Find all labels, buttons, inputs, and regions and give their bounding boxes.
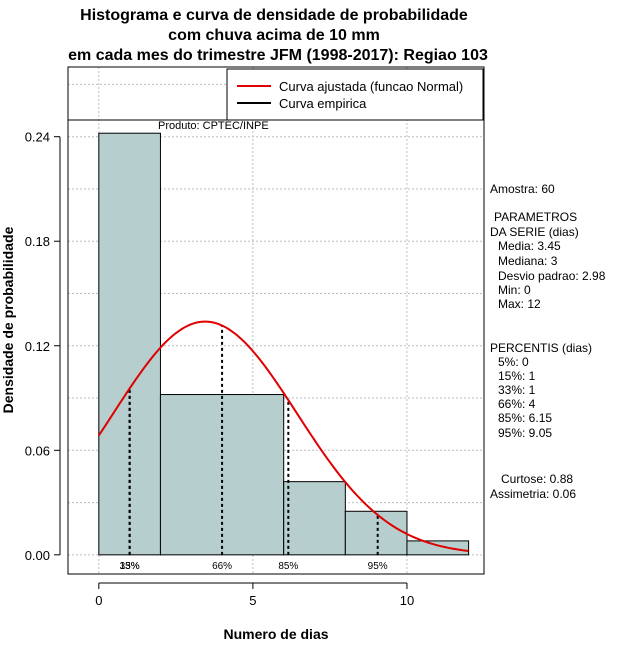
stats-line-12: 66%: 4 — [498, 397, 536, 411]
histogram-bar-2 — [283, 481, 346, 556]
histogram-bars — [98, 132, 470, 556]
legend: Curva ajustada (funcao Normal) Curva emp… — [226, 68, 484, 121]
histogram-bar-3 — [344, 510, 408, 556]
x-tick-label-0: 0 — [95, 593, 102, 608]
stats-line-5: Desvio padrao: 2.98 — [498, 269, 606, 283]
legend-label-normal: Curva ajustada (funcao Normal) — [279, 79, 463, 94]
percentile-label-1: 33% — [120, 561, 140, 572]
percentile-label-3: 85% — [278, 561, 298, 572]
y-tick-label-0: 0.00 — [25, 548, 50, 563]
stats-line-14: 95%: 9.05 — [498, 426, 552, 440]
histogram-bar-0 — [98, 132, 161, 556]
y-tick-label-2: 0.12 — [25, 339, 50, 354]
stats-line-16: Assimetria: 0.06 — [490, 487, 576, 501]
legend-box — [226, 68, 484, 121]
legend-label-empirical: Curva empirica — [279, 96, 367, 111]
stats-line-9: 5%: 0 — [498, 355, 529, 369]
stats-line-13: 85%: 6.15 — [498, 411, 552, 425]
percentile-lines: 15%33% 66% 85% 95% — [120, 325, 388, 572]
chart-title-line-1: Histograma e curva de densidade de proba… — [80, 7, 468, 24]
stats-line-7: Max: 12 — [498, 297, 541, 311]
x-tick-label-2: 10 — [400, 593, 414, 608]
y-tick-label-3: 0.18 — [25, 234, 50, 249]
y-tick-label-1: 0.06 — [25, 443, 50, 458]
stats-line-3: Media: 3.45 — [498, 239, 561, 253]
stats-line-11: 33%: 1 — [498, 383, 536, 397]
chart-title: Histograma e curva de densidade de proba… — [68, 7, 488, 64]
normal-curve — [97, 320, 469, 553]
percentile-label-0: 15% — [120, 561, 140, 572]
product-annotation: Produto: CPTEC/INPE — [158, 120, 269, 132]
stats-line-8: PERCENTIS (dias) — [490, 341, 592, 355]
y-tick-label-4: 0.24 — [25, 130, 50, 145]
y-axis-title: Densidade de probabilidade — [0, 226, 16, 413]
stats-line-2: DA SERIE (dias) — [490, 225, 579, 239]
axes: 0.00 0.06 0.12 0.18 0.24 0 5 10 — [25, 130, 415, 608]
chart-title-line-2: com chuva acima de 10 mm — [168, 27, 380, 44]
normal-curve-group — [97, 320, 469, 553]
stats-line-1: PARAMETROS — [494, 210, 577, 224]
stats-line-6: Min: 0 — [498, 283, 531, 297]
stats-line-4: Mediana: 3 — [498, 254, 558, 268]
histogram-bar-4 — [406, 540, 470, 556]
percentile-label-2: 66% — [212, 561, 232, 572]
x-tick-label-1: 5 — [249, 593, 256, 608]
stats-line-10: 15%: 1 — [498, 369, 536, 383]
chart-title-line-3: em cada mes do trimestre JFM (1998-2017)… — [68, 47, 488, 64]
percentile-label-4: 95% — [368, 561, 388, 572]
x-axis-title: Numero de dias — [223, 626, 328, 642]
stats-line-15: Curtose: 0.88 — [501, 472, 573, 486]
stats-line-0: Amostra: 60 — [490, 182, 555, 196]
plot-frame — [67, 66, 485, 575]
